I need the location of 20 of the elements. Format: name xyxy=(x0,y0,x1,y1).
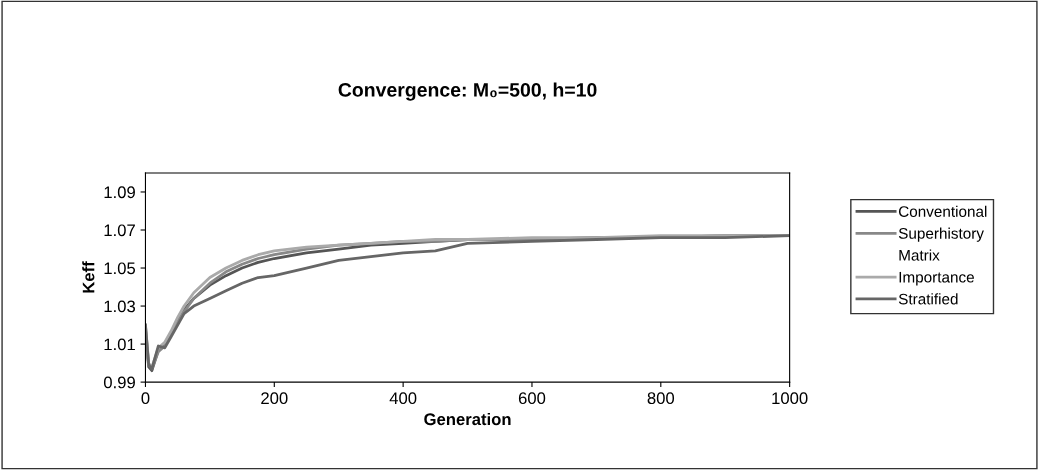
chart-title: Convergence: M₀=500, h=10 xyxy=(338,82,597,101)
x-tick-label: 1000 xyxy=(772,392,808,405)
y-tick-label: 1.01 xyxy=(104,338,135,351)
y-tick-label: 1.03 xyxy=(104,300,136,313)
legend-label: Conventional xyxy=(898,205,987,217)
x-tick-label: 800 xyxy=(647,392,675,405)
x-axis-title: Generation xyxy=(424,412,511,426)
legend-label: Stratified xyxy=(898,293,958,305)
y-tick-label: 0.99 xyxy=(103,376,135,389)
y-tick-label: 1.09 xyxy=(104,186,135,199)
legend-label: Superhistory xyxy=(898,227,984,242)
text: Matrix xyxy=(899,249,940,261)
x-tick-label: 600 xyxy=(518,392,546,405)
legend-label: Importance xyxy=(899,271,974,286)
y-tick-label: 1.05 xyxy=(104,262,136,275)
y-tick-label: 1.07 xyxy=(104,224,135,237)
x-tick-label: 200 xyxy=(261,392,288,405)
x-tick-label: 400 xyxy=(389,392,417,405)
x-tick-label: 0 xyxy=(141,392,150,405)
y-axis-title: Keff xyxy=(82,261,95,293)
